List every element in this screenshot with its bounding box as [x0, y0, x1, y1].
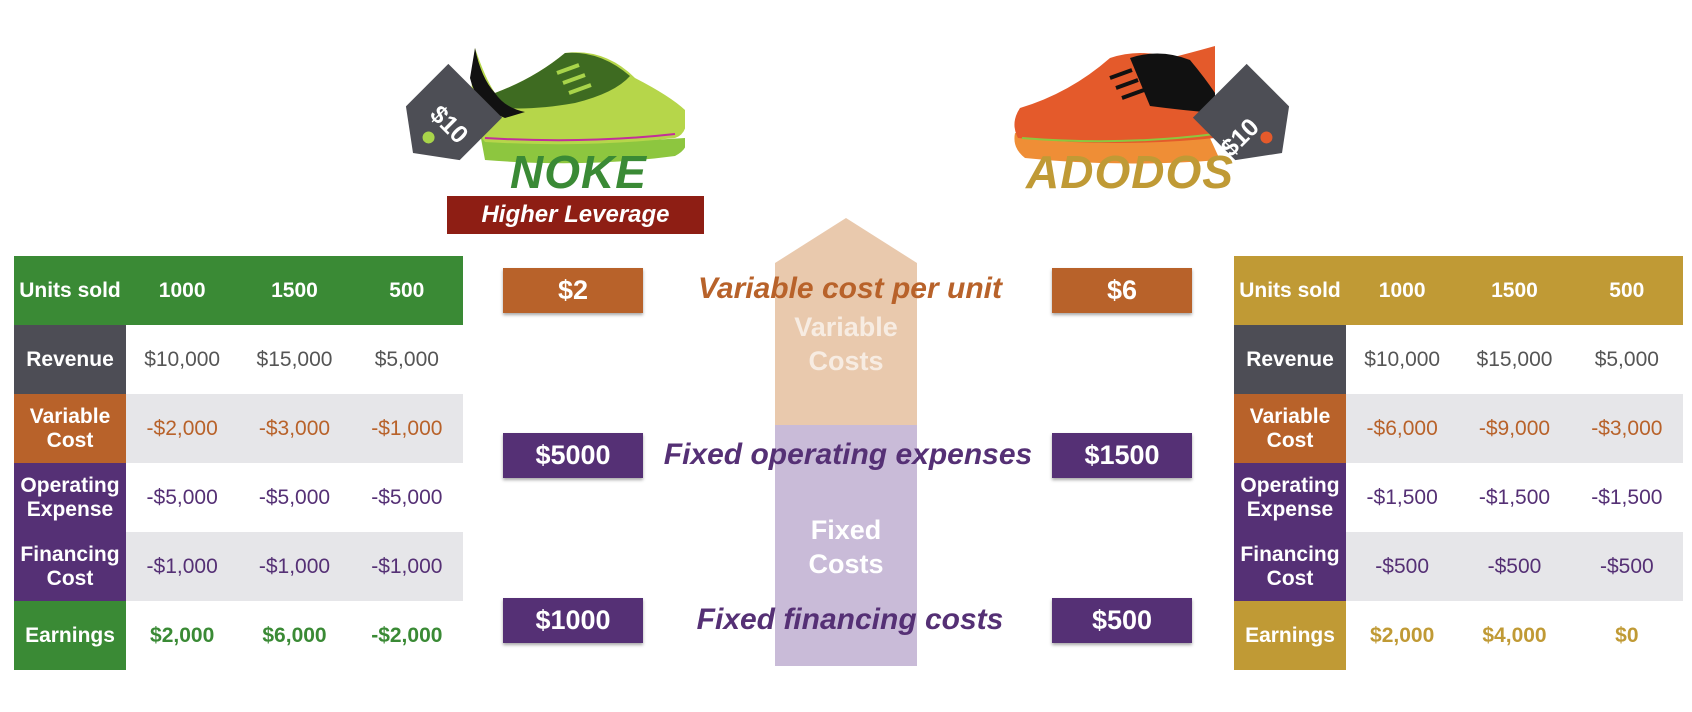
adodos-variable-cost-pill: $6 [1052, 268, 1192, 313]
table-cell: -$3,000 [258, 416, 331, 440]
units-cell: 1500 [271, 278, 318, 302]
adodos-brand-title: ADODOS [1026, 146, 1234, 198]
noke-variable-cost-pill: $2 [503, 268, 643, 313]
row-label: Operating Expense [1234, 463, 1346, 532]
noke-shoe-icon [405, 48, 685, 164]
row-label: Revenue [14, 325, 126, 394]
fixed-costs-label: Fixed Costs [808, 515, 884, 579]
table-cell: -$5,000 [146, 485, 218, 509]
table-cell: $6,000 [262, 623, 327, 647]
table-cell: -$1,000 [146, 554, 218, 578]
adodos-operating-pill: $1500 [1052, 433, 1192, 478]
variable-cost-label: Variable cost per unit [698, 272, 1002, 305]
row-label: Variable Cost [1234, 394, 1346, 463]
row-label: Revenue [1234, 325, 1346, 394]
fixed-operating-label: Fixed operating expenses [663, 438, 1033, 471]
table-cell: -$1,500 [1478, 485, 1551, 509]
table-cell: -$5,000 [371, 485, 443, 509]
units-cell: 500 [389, 278, 425, 302]
adodos-shoe-icon [1014, 46, 1290, 164]
fixed-costs-block [775, 425, 917, 666]
row-label: Financing Cost [1234, 532, 1346, 601]
table-cell: -$5,000 [258, 485, 331, 509]
noke-operating-pill: $5000 [503, 433, 643, 478]
cost-structure-column [775, 218, 917, 666]
row-label: Earnings [14, 601, 126, 670]
noke-header-row: Units sold 1000 1500 500 [14, 256, 463, 325]
units-cell: 1000 [158, 278, 206, 302]
fixed-financing-label: Fixed financing costs [696, 603, 1004, 636]
higher-leverage-badge: Higher Leverage [447, 196, 704, 234]
table-row: Earnings $2,000 $4,000 $0 [1234, 601, 1683, 670]
table-cell: $10,000 [144, 347, 221, 371]
table-cell: -$1,000 [371, 554, 443, 578]
row-label: Variable Cost [14, 394, 126, 463]
table-cell: $5,000 [374, 347, 439, 371]
table-row: Earnings $2,000 $6,000 -$2,000 [14, 601, 463, 670]
table-cell: -$500 [1375, 554, 1430, 578]
table-cell: -$500 [1599, 554, 1654, 578]
table-row: Variable Cost -$2,000 -$3,000 -$1,000 [14, 394, 463, 463]
table-cell: $15,000 [256, 347, 333, 371]
table-cell: -$500 [1487, 554, 1542, 578]
units-cell: 500 [1609, 278, 1645, 302]
units-cell: 1000 [1378, 278, 1426, 302]
row-label: Financing Cost [14, 532, 126, 601]
table-row: Operating Expense -$1,500 -$1,500 -$1,50… [1234, 463, 1683, 532]
table-cell: $0 [1615, 623, 1639, 647]
table-cell: $4,000 [1482, 623, 1547, 647]
table-cell: -$1,500 [1591, 485, 1663, 509]
noke-table: Units sold 1000 1500 500 Revenue $10,000… [14, 256, 463, 670]
units-sold-label: Units sold [1239, 278, 1341, 302]
noke-financing-pill: $1000 [503, 598, 643, 643]
variable-costs-label: Variable Costs [794, 312, 898, 376]
units-sold-label: Units sold [19, 278, 121, 302]
table-cell: -$9,000 [1478, 416, 1551, 440]
table-row: Revenue $10,000 $15,000 $5,000 [14, 325, 463, 394]
table-cell: -$1,000 [258, 554, 331, 578]
adodos-header-row: Units sold 1000 1500 500 [1234, 256, 1683, 325]
units-cell: 1500 [1491, 278, 1538, 302]
noke-brand-title: NOKE [510, 146, 647, 198]
table-cell: -$1,000 [371, 416, 443, 440]
adodos-table: Units sold 1000 1500 500 Revenue $10,000… [1234, 256, 1683, 670]
table-cell: $5,000 [1594, 347, 1659, 371]
table-cell: $2,000 [1370, 623, 1435, 647]
table-cell: -$2,000 [371, 623, 443, 647]
adodos-financing-pill: $500 [1052, 598, 1192, 643]
table-cell: -$1,500 [1366, 485, 1438, 509]
table-cell: $2,000 [150, 623, 215, 647]
variable-costs-arrow [775, 218, 917, 425]
table-row: Financing Cost -$1,000 -$1,000 -$1,000 [14, 532, 463, 601]
table-row: Variable Cost -$6,000 -$9,000 -$3,000 [1234, 394, 1683, 463]
table-cell: -$3,000 [1591, 416, 1663, 440]
row-label: Earnings [1234, 601, 1346, 670]
table-cell: -$6,000 [1366, 416, 1438, 440]
table-cell: $10,000 [1364, 347, 1441, 371]
table-row: Financing Cost -$500 -$500 -$500 [1234, 532, 1683, 601]
row-label: Operating Expense [14, 463, 126, 532]
table-cell: $15,000 [1476, 347, 1553, 371]
table-cell: -$2,000 [146, 416, 218, 440]
table-row: Revenue $10,000 $15,000 $5,000 [1234, 325, 1683, 394]
table-row: Operating Expense -$5,000 -$5,000 -$5,00… [14, 463, 463, 532]
